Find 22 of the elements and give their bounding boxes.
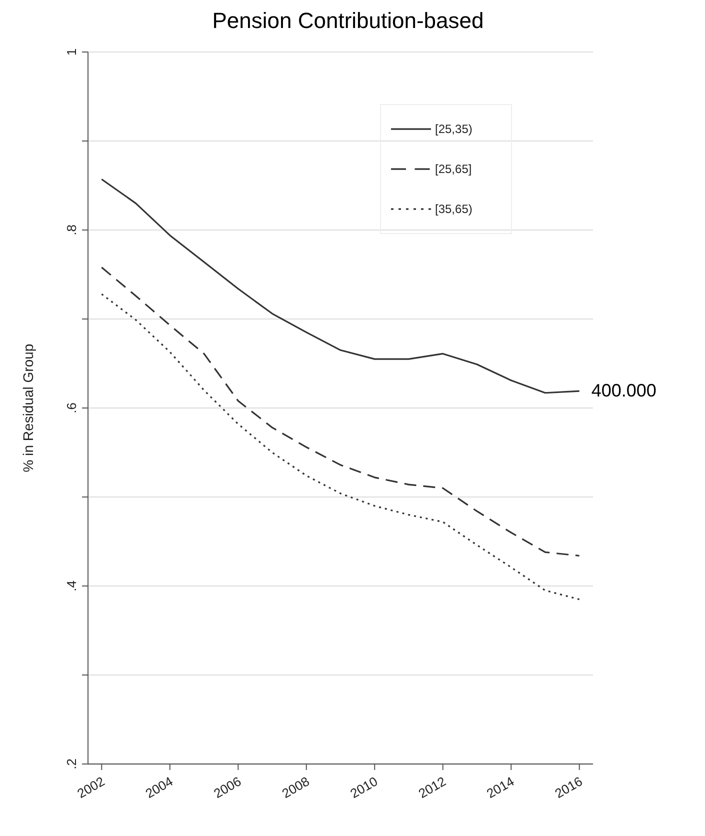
- x-tick-label: 2002: [74, 774, 108, 802]
- legend-label: [25,65]: [435, 162, 472, 176]
- y-tick-label: .4: [64, 580, 79, 592]
- line-series: [100, 178, 580, 394]
- x-tick-label: 2012: [416, 774, 448, 802]
- annotation: 400.000: [591, 380, 656, 401]
- line-series: [100, 293, 580, 600]
- legend-label: [25,35): [435, 122, 472, 136]
- y-tick-label: 1: [64, 48, 79, 56]
- x-tick-label: 2004: [142, 774, 176, 802]
- y-tick-label: .8: [64, 224, 79, 236]
- x-tick-label: 2006: [211, 774, 244, 802]
- y-tick-label: .6: [64, 402, 79, 414]
- x-tick-label: 2016: [552, 774, 585, 802]
- x-tick-label: 2008: [279, 774, 312, 802]
- x-tick-label: 2010: [348, 774, 380, 802]
- legend-label: [35,65): [435, 202, 472, 216]
- y-axis-title: % in Residual Group: [20, 344, 36, 472]
- line-series: [100, 266, 580, 557]
- x-tick-label: 2014: [484, 774, 517, 802]
- chart-title: Pension Contribution-based: [211, 8, 485, 34]
- y-tick-label: .2: [64, 758, 79, 770]
